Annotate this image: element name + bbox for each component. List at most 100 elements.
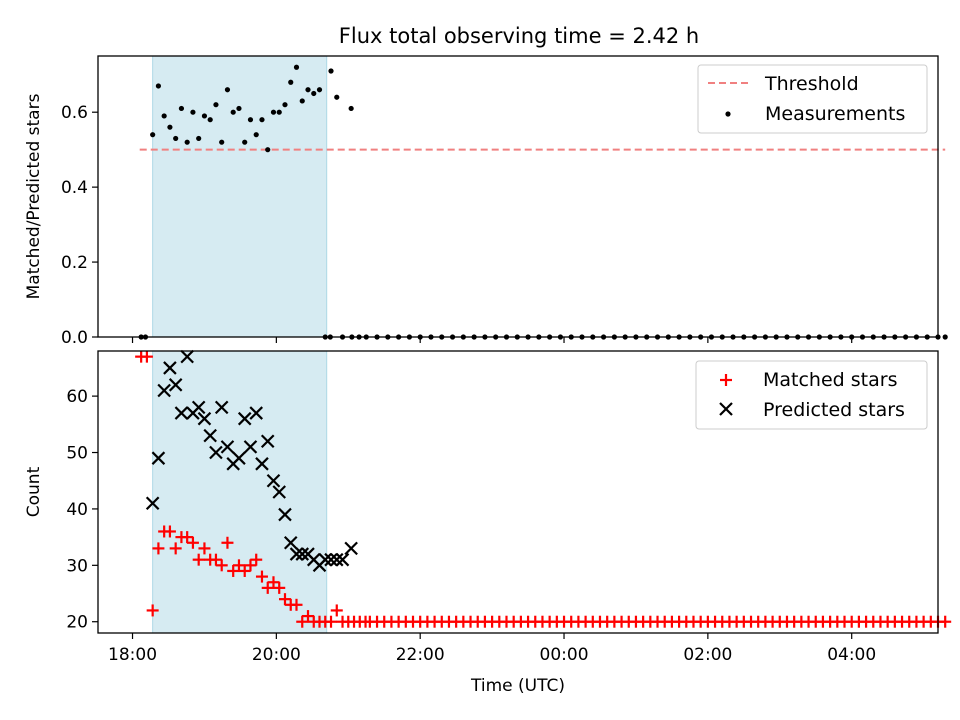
measurement-point (348, 105, 354, 112)
y-tick-label: 40 (66, 500, 88, 520)
legend-measurements-label: Measurements (765, 103, 905, 125)
predicted-point (209, 445, 223, 460)
predicted-point (174, 406, 189, 420)
predicted-point (220, 440, 235, 454)
predicted-point-b (220, 440, 235, 454)
predicted-point (318, 552, 333, 567)
matched-point (215, 559, 228, 572)
predicted-point (243, 440, 258, 454)
legend-predicted-swatch (719, 402, 733, 416)
measurement-point (270, 109, 277, 115)
matched-point (302, 610, 314, 623)
predicted-point (180, 349, 194, 364)
predicted-point (197, 411, 212, 426)
measurement-point (253, 132, 259, 138)
predicted-point-b (203, 428, 217, 443)
matched-point (255, 570, 268, 583)
series-1-1 (363, 615, 952, 628)
predicted-point-b (260, 434, 275, 449)
predicted-point (151, 451, 166, 465)
matched-point (146, 604, 159, 617)
measurement-point (178, 105, 185, 112)
predicted-point-b (278, 507, 292, 522)
measurement-point (293, 64, 300, 70)
legend-top-frame (697, 64, 928, 134)
measurement-point (224, 87, 231, 93)
matched-point (186, 536, 199, 549)
matched-point (273, 581, 286, 594)
measurement-point (247, 117, 254, 123)
matched-point (152, 542, 165, 555)
measurement-point (161, 113, 167, 119)
matched-point (296, 615, 309, 628)
matched-point (221, 536, 234, 549)
predicted-point (295, 547, 310, 561)
legend-measurements-swatch (725, 111, 731, 117)
x-tick-label: 00:00 (540, 645, 589, 665)
predicted-point (249, 406, 263, 420)
observing-span-0 (152, 55, 328, 338)
predicted-point-b (295, 547, 310, 561)
measurement-point (155, 83, 162, 89)
predicted-point-b (197, 411, 212, 426)
predicted-point-b (151, 451, 166, 465)
observing-span-1 (152, 350, 328, 634)
legend-predicted-label: Predicted stars (763, 399, 905, 421)
predicted-point (145, 496, 160, 511)
y-tick-label: 0.4 (61, 178, 88, 198)
y-tick-label: 20 (66, 613, 88, 633)
predicted-point (335, 552, 350, 567)
predicted-point-b (163, 361, 177, 375)
predicted-point (289, 547, 304, 561)
measurement-point (259, 117, 265, 123)
predicted-point-b (174, 406, 189, 420)
legend-bottom: Matched stars Predicted stars (695, 360, 928, 430)
ratio-panel: 0.0 0.2 0.4 0.6 Matched/Predicted stars (24, 55, 948, 348)
matched-point (267, 576, 280, 589)
y-tick-label: 60 (66, 387, 88, 407)
matched-point (192, 553, 205, 566)
x-tick-label: 20:00 (252, 645, 301, 665)
y-tick-label: 0.2 (61, 253, 88, 273)
legend-matched-swatch (720, 374, 732, 386)
matched-point (140, 350, 153, 363)
measurement-point (288, 79, 294, 85)
predicted-point (329, 552, 344, 567)
measurement-point (150, 132, 156, 138)
predicted-point (283, 535, 298, 550)
measurement-point (305, 87, 311, 93)
matched-point (250, 553, 263, 566)
matched-point (163, 525, 176, 538)
measurement-point (265, 147, 271, 153)
measurement-point (167, 124, 173, 130)
chart-title: Flux total observing time = 2.42 h (339, 24, 699, 48)
axes-frame-0 (97, 55, 939, 338)
predicted-point (191, 400, 206, 415)
matched-point (198, 542, 211, 555)
matched-point (232, 559, 245, 572)
predicted-point-b (209, 445, 223, 460)
matched-point (181, 531, 194, 544)
measurement-point (213, 102, 219, 108)
predicted-point (163, 361, 177, 375)
predicted-point-b (249, 406, 263, 420)
y-axis-label-1: Count (24, 466, 44, 517)
predicted-point (260, 434, 275, 449)
predicted-point-b (289, 547, 304, 561)
measurement-point (190, 109, 196, 115)
predicted-point (324, 552, 338, 567)
predicted-point (232, 451, 246, 465)
predicted-point (203, 428, 217, 443)
predicted-point-b (180, 349, 194, 364)
measurement-point (276, 109, 282, 115)
matched-point (244, 559, 257, 572)
predicted-point (214, 400, 229, 415)
y-tick-label: 50 (66, 444, 88, 464)
predicted-point-b (335, 552, 350, 567)
measurement-point (196, 135, 202, 142)
y-tick-label: 30 (66, 556, 88, 576)
y-tick-label: 0.0 (61, 328, 88, 348)
legend-bottom-frame (695, 360, 928, 430)
measurement-point (236, 105, 242, 112)
